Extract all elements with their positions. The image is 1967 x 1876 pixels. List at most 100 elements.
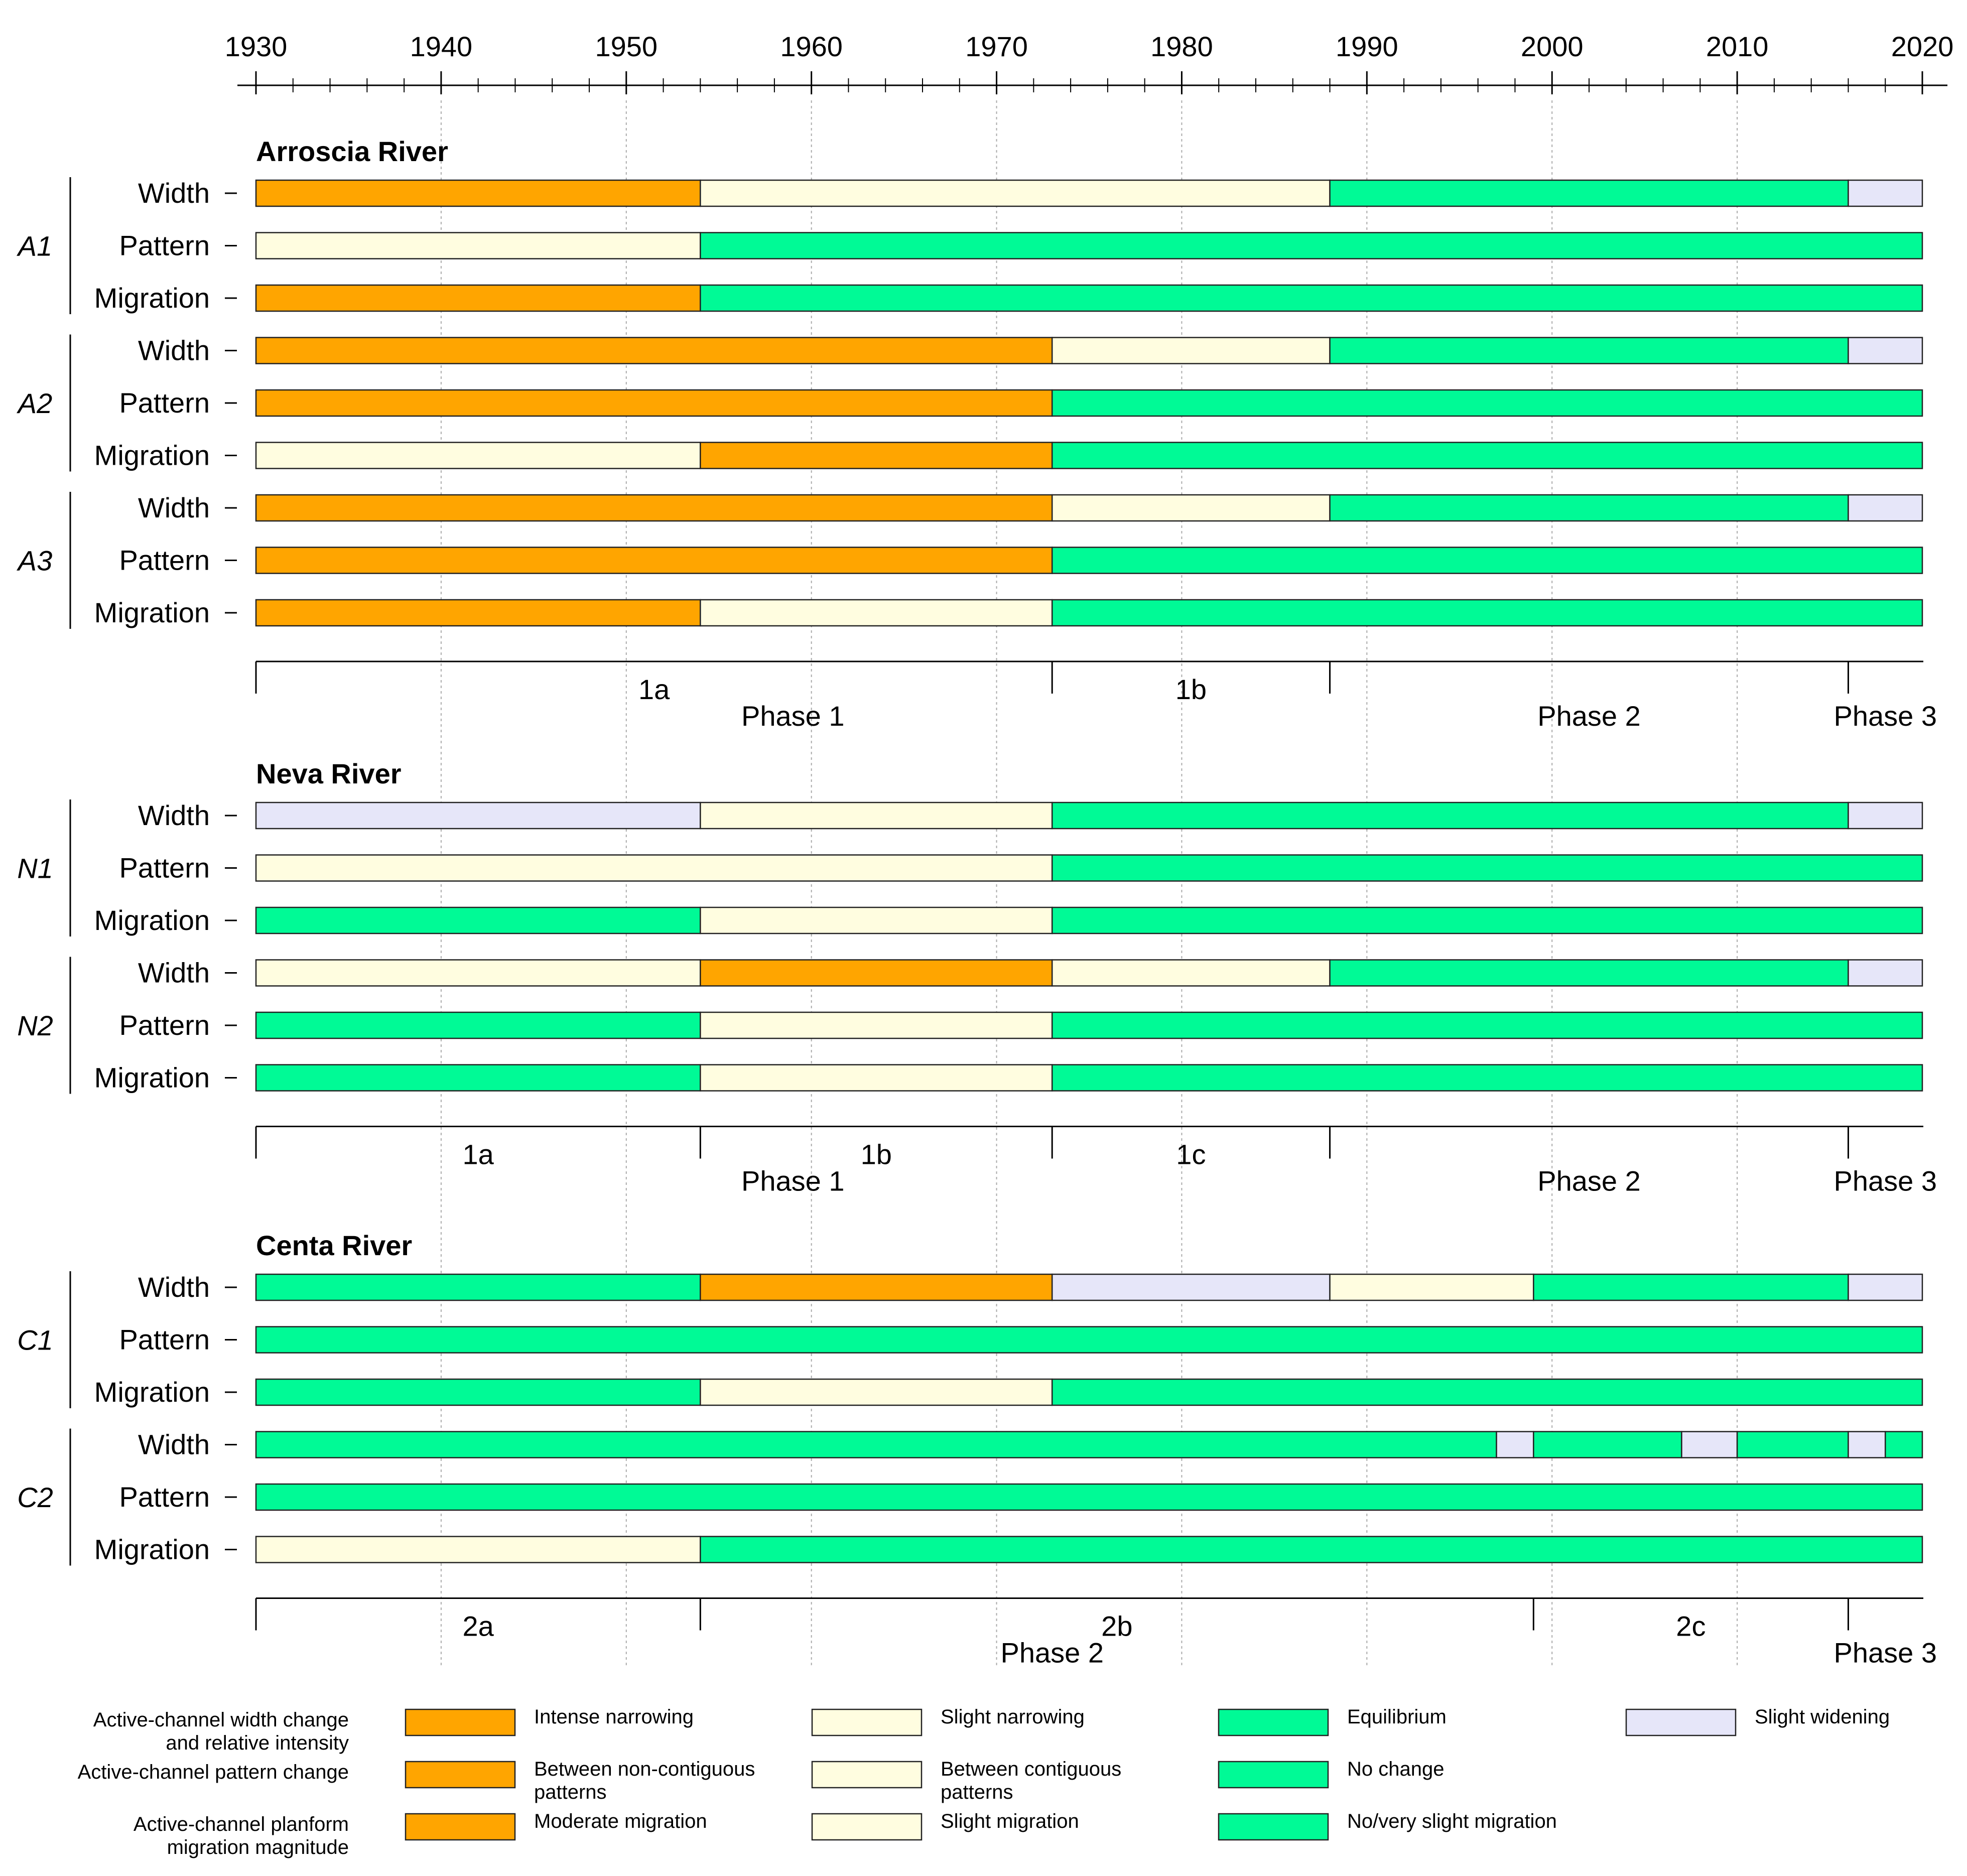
row-width: Width — [138, 1429, 1923, 1460]
bar-segment-slight — [700, 1378, 1053, 1406]
legend-label: Between non-contiguous — [534, 1758, 755, 1780]
sub-phase-label-1c: 1c — [1176, 1139, 1206, 1170]
bar-segment-slight — [700, 179, 1331, 207]
row-label: Pattern — [119, 545, 210, 576]
row-label: Migration — [94, 282, 210, 314]
row-width: Width — [138, 799, 1923, 831]
legend-row-title: and relative intensity — [166, 1732, 349, 1754]
legend-item: Slight migration — [811, 1810, 1079, 1841]
legend-swatch-equilibrium — [1218, 1813, 1329, 1841]
phase-axis: 2a 2b 2c Phase 2 Phase 3 — [255, 1597, 1937, 1669]
row-pattern: Pattern — [119, 387, 1923, 419]
bar-segment-widening — [1848, 337, 1923, 364]
panel-title: Arroscia River — [256, 136, 448, 167]
row-width: Width — [138, 957, 1923, 989]
bar-segment-widening — [1848, 959, 1923, 987]
sub-phase-label-1b: 1b — [1175, 674, 1207, 705]
sub-phase-label-1a: 1a — [638, 674, 670, 705]
phase-label-phase-2: Phase 2 — [1537, 1165, 1641, 1197]
bar-segment-slight — [1051, 959, 1331, 987]
phase-axis: 1a 1b Phase 1 Phase 2 Phase 3 — [255, 660, 1937, 732]
reach-label: A3 — [17, 545, 53, 577]
sub-phase-label-1a: 1a — [463, 1139, 494, 1170]
bar-segment-equilibrium — [1051, 1064, 1923, 1092]
row-migration: Migration — [94, 440, 1923, 471]
panel-title: Neva River — [256, 758, 402, 789]
row-label: Pattern — [119, 852, 210, 884]
bar-segment-equilibrium — [1051, 547, 1923, 574]
bar-segment-intense — [255, 547, 1053, 574]
row-migration: Migration — [94, 904, 1923, 936]
bar-segment-equilibrium — [1736, 1431, 1849, 1458]
bar-segment-equilibrium — [255, 1011, 701, 1039]
tick-label-2020: 2020 — [1891, 31, 1954, 62]
phase-label-phase-3: Phase 3 — [1833, 1637, 1937, 1669]
bar-segment-equilibrium — [1051, 599, 1923, 627]
bar-segment-widening — [1848, 1273, 1923, 1301]
row-migration: Migration — [94, 1376, 1923, 1408]
legend-swatch-widening — [1625, 1708, 1737, 1736]
legend-item: Slight narrowing — [811, 1706, 1085, 1736]
sub-phase-label-2b: 2b — [1101, 1611, 1132, 1642]
row-label: Pattern — [119, 387, 210, 419]
bar-segment-slight — [255, 959, 701, 987]
legend-swatch-slight — [811, 1813, 923, 1841]
bar-segment-slight — [255, 854, 1053, 882]
bar-segment-equilibrium — [1329, 494, 1849, 522]
legend-row-title: Active-channel width change — [93, 1709, 349, 1731]
bar-segment-equilibrium — [1533, 1273, 1849, 1301]
sub-phase-label-2c: 2c — [1676, 1611, 1706, 1642]
bar-segment-equilibrium — [1051, 854, 1923, 882]
row-migration: Migration — [94, 282, 1923, 314]
bar-segment-slight — [700, 906, 1053, 934]
row-label: Width — [138, 1429, 210, 1460]
legend-row-title: Active-channel planform — [134, 1813, 349, 1835]
row-pattern: Pattern — [119, 1009, 1923, 1041]
legend-label: Between contiguous — [941, 1758, 1121, 1780]
row-label: Pattern — [119, 1009, 210, 1041]
row-label: Width — [138, 1271, 210, 1303]
legend-row-2: Active-channel pattern change Between non… — [78, 1758, 1445, 1803]
reach-label: C2 — [17, 1482, 53, 1513]
row-label: Migration — [94, 440, 210, 471]
row-migration: Migration — [94, 1062, 1923, 1094]
legend-label: Slight migration — [941, 1810, 1079, 1832]
legend-label: Equilibrium — [1347, 1706, 1447, 1728]
tick-label-1930: 1930 — [225, 31, 288, 62]
bar-segment-slight — [1051, 337, 1331, 364]
bar-segment-equilibrium — [1051, 1378, 1923, 1406]
row-label: Pattern — [119, 1324, 210, 1356]
bar-segment-intense — [255, 599, 701, 627]
bar-segment-intense — [255, 494, 1053, 522]
row-width: Width — [138, 1271, 1923, 1303]
legend-swatch-intense — [405, 1761, 516, 1789]
bar-segment-intense — [255, 284, 701, 312]
bar-segment-slight — [700, 1064, 1053, 1092]
bar-segment-equilibrium — [1329, 959, 1849, 987]
bar-segment-widening — [1848, 179, 1923, 207]
legend-swatch-equilibrium — [1218, 1708, 1329, 1736]
reach-label: A1 — [17, 230, 53, 262]
legend-item: Slight widening — [1625, 1706, 1890, 1736]
legend-item: No change — [1218, 1758, 1444, 1789]
bar-segment-equilibrium — [1051, 906, 1923, 934]
row-migration: Migration — [94, 597, 1923, 628]
top-axis: 1930 1940 1950 1960 1970 1980 1990 2000 2010 2020 — [225, 31, 1954, 94]
row-label: Migration — [94, 904, 210, 936]
row-label: Width — [138, 957, 210, 989]
legend-item: Equilibrium — [1218, 1706, 1447, 1736]
row-label: Width — [138, 799, 210, 831]
bar-segment-intense — [700, 442, 1053, 469]
legend-swatch-intense — [405, 1813, 516, 1841]
reach-c2: C2 Width Pattern Migration — [17, 1428, 1923, 1566]
bar-segment-intense — [255, 179, 701, 207]
bar-segment-equilibrium — [255, 1326, 1923, 1354]
bar-segment-slight — [255, 442, 701, 469]
legend-label: Intense narrowing — [534, 1706, 694, 1728]
reach-a1: A1 Width Pattern Migration — [17, 177, 1923, 314]
bar-segment-equilibrium — [700, 1536, 1923, 1563]
bar-segment-equilibrium — [1329, 337, 1849, 364]
bar-segment-equilibrium — [1051, 389, 1923, 417]
